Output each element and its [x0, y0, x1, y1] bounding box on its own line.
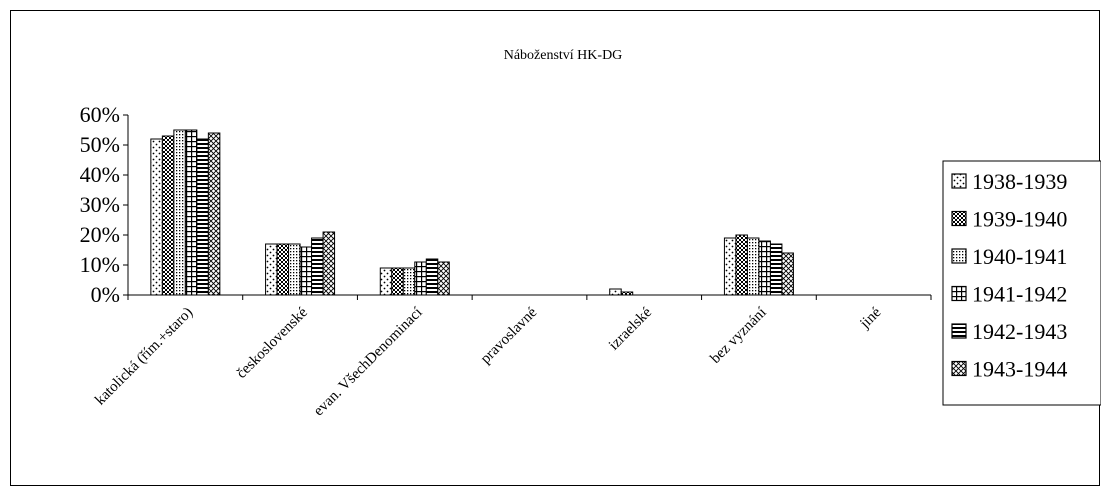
legend-item: 1943-1944 — [951, 357, 1067, 382]
bar — [288, 243, 301, 296]
legend-label: 1938-1939 — [972, 169, 1067, 194]
x-axis — [127, 294, 932, 300]
legend-box — [942, 160, 1101, 406]
bar — [735, 234, 748, 296]
bar — [758, 240, 771, 296]
chart-title: Náboženství HK-DG — [504, 48, 623, 63]
bars — [150, 129, 794, 296]
y-tick-label: 60% — [80, 102, 120, 127]
bar — [437, 261, 450, 296]
y-tick-label: 40% — [80, 162, 120, 187]
bar — [379, 267, 393, 296]
bar — [391, 267, 404, 296]
bar — [161, 135, 175, 296]
x-tick-label: bez vyznání — [707, 305, 769, 367]
legend-swatch — [951, 210, 967, 227]
bar — [184, 129, 198, 296]
bar — [322, 231, 336, 296]
bar — [746, 237, 760, 296]
bar — [150, 138, 163, 296]
bar — [609, 288, 622, 296]
bar — [265, 243, 278, 296]
legend: 1938-1939 1939-1940 1940-1941 1941-1942 1942… — [942, 160, 1101, 406]
legend-swatch — [951, 248, 967, 264]
bar — [620, 291, 634, 296]
chart-frame: Náboženství HK-DG 0% 10% 20% 30% 40% 50% 60% k… — [10, 10, 1101, 486]
bar — [425, 258, 439, 296]
bar — [414, 261, 427, 296]
y-tick-label: 50% — [80, 132, 120, 157]
bar — [723, 237, 737, 296]
x-tick-label: československé — [234, 304, 312, 382]
bar — [207, 132, 221, 296]
x-tick-label: katolická (řím.+staro) — [92, 305, 196, 409]
x-tick-label: jiné — [857, 304, 885, 332]
bar — [299, 246, 313, 296]
legend-label: 1941-1942 — [972, 282, 1067, 307]
y-tick-label: 10% — [80, 252, 120, 277]
legend-label: 1939-1940 — [972, 207, 1067, 232]
y-axis: 0% 10% 20% 30% 40% 50% 60% — [80, 102, 129, 307]
legend-item: 1942-1943 — [951, 319, 1067, 344]
x-tick-label: izraelské — [606, 304, 655, 353]
legend-swatch — [951, 323, 967, 339]
legend-item: 1941-1942 — [951, 282, 1067, 307]
x-tick-labels: katolická (řím.+staro) československé evan… — [92, 304, 884, 419]
bar — [402, 267, 416, 296]
legend-swatch — [951, 285, 967, 302]
x-tick-label: evan. VšechDenominací — [311, 305, 426, 420]
legend-item: 1939-1940 — [951, 207, 1067, 232]
legend-swatch — [951, 173, 967, 189]
bar — [196, 138, 209, 296]
bar-chart: Náboženství HK-DG 0% 10% 20% 30% 40% 50% 60% k… — [80, 48, 1101, 419]
bar — [173, 129, 186, 296]
x-tick-label: pravoslavné — [478, 304, 541, 367]
legend-swatch — [951, 360, 967, 377]
bar — [276, 243, 290, 296]
bar — [311, 237, 324, 296]
legend-item: 1940-1941 — [951, 244, 1067, 269]
legend-label: 1943-1944 — [972, 357, 1067, 382]
y-tick-label: 0% — [91, 282, 120, 307]
y-tick-label: 30% — [80, 192, 120, 217]
bar — [769, 243, 783, 296]
legend-item: 1938-1939 — [951, 169, 1067, 194]
legend-label: 1942-1943 — [972, 319, 1067, 344]
legend-label: 1940-1941 — [972, 244, 1067, 269]
bar — [781, 252, 794, 296]
y-tick-label: 20% — [80, 222, 120, 247]
